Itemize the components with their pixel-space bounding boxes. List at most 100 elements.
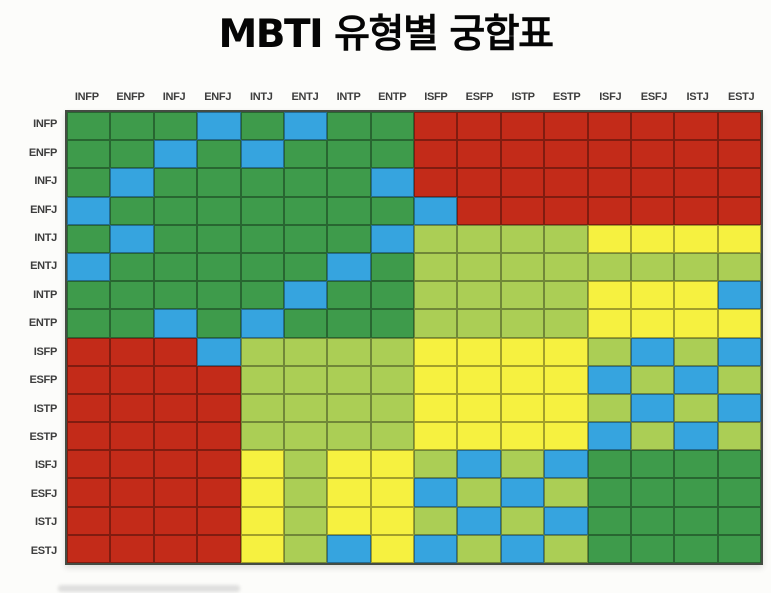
cell-intp-estj — [717, 281, 761, 310]
row-header-estj: ESTJ — [30, 544, 58, 557]
cell-infp-intj — [240, 112, 284, 141]
cell-estj-istj — [674, 534, 718, 563]
cell-esfj-intp — [327, 478, 371, 507]
cell-entj-esfj — [630, 252, 675, 282]
row-header-enfj: ENFJ — [30, 203, 57, 216]
cell-esfp-enfj — [197, 365, 241, 394]
col-header-intp: INTP — [336, 91, 361, 103]
cell-entp-istp — [500, 309, 545, 338]
cell-infj-estj — [717, 168, 761, 197]
cell-isfj-enfp — [110, 450, 154, 479]
col-header-enfp: ENFP — [116, 91, 145, 103]
cell-istp-isfp — [414, 393, 458, 423]
cell-entp-intj — [240, 309, 284, 338]
cell-infp-estp — [544, 112, 588, 141]
cell-intj-istj — [674, 224, 718, 253]
cell-esfp-isfj — [587, 365, 631, 394]
cell-entp-infp — [67, 309, 111, 338]
cell-estj-estp — [544, 534, 588, 563]
cell-enfj-estj — [717, 196, 761, 225]
cell-enfj-esfj — [630, 196, 675, 225]
cell-intp-isfp — [414, 281, 458, 310]
cell-isfp-enfp — [110, 337, 154, 366]
cell-esfj-esfp — [457, 478, 501, 507]
cell-infp-enfj — [197, 112, 241, 141]
cell-enfp-enfp — [110, 140, 154, 169]
cell-enfp-isfj — [587, 140, 631, 169]
cell-isfj-istp — [500, 450, 545, 479]
cell-enfp-entp — [370, 140, 414, 169]
cell-intp-esfp — [457, 281, 501, 310]
cell-esfp-entj — [283, 365, 328, 394]
cell-intj-entj — [283, 224, 328, 253]
cell-entp-intp — [327, 309, 371, 338]
cell-enfj-infp — [67, 196, 111, 225]
cell-esfj-istp — [500, 478, 545, 507]
cell-istj-infp — [67, 506, 111, 535]
cell-isfj-intj — [240, 450, 284, 479]
cell-entp-enfj — [197, 309, 241, 338]
cell-istp-istp — [500, 393, 545, 423]
cell-esfj-intj — [240, 478, 284, 507]
cell-isfp-isfp — [414, 337, 458, 366]
cell-istp-esfp — [457, 393, 501, 423]
cell-estp-estj — [717, 422, 761, 451]
cell-isfp-estj — [717, 337, 761, 366]
cell-isfj-estp — [544, 450, 588, 479]
cell-isfp-esfp — [457, 337, 501, 366]
cell-entj-estj — [717, 252, 761, 282]
cell-enfj-isfj — [587, 196, 631, 225]
cell-intp-istp — [500, 281, 545, 310]
row-header-istj: ISTJ — [34, 516, 57, 529]
col-header-isfj: ISFJ — [599, 91, 622, 103]
cell-estp-intp — [327, 422, 371, 451]
cell-estp-esfj — [630, 422, 675, 451]
cell-entp-entp — [370, 309, 414, 338]
cell-enfj-isfp — [414, 196, 458, 225]
cell-istp-intj — [240, 393, 284, 423]
cell-entj-istj — [674, 252, 718, 282]
row-header-enfp: ENFP — [28, 146, 57, 159]
cell-enfp-isfp — [414, 140, 458, 169]
cell-istp-isfj — [587, 393, 631, 423]
cell-esfj-infp — [67, 478, 111, 507]
row-header-esfj: ESFJ — [30, 487, 58, 500]
cell-estp-entp — [370, 422, 414, 451]
cell-isfp-infp — [67, 337, 111, 366]
cell-infj-infp — [67, 168, 111, 197]
cell-infp-estj — [717, 112, 761, 141]
cell-istj-esfp — [457, 506, 501, 535]
cell-entp-isfj — [587, 309, 631, 338]
cell-infp-isfj — [587, 112, 631, 141]
cell-isfp-esfj — [630, 337, 675, 366]
cell-estp-estp — [544, 422, 588, 451]
cell-isfj-istj — [674, 450, 718, 479]
cell-estj-estj — [717, 534, 761, 563]
cell-isfj-entp — [370, 450, 414, 479]
cell-estj-intp — [327, 534, 371, 563]
cell-entj-esfp — [457, 252, 501, 282]
row-header-istp: ISTP — [33, 402, 58, 415]
cell-entp-estp — [544, 309, 588, 338]
cell-entp-esfj — [630, 309, 675, 338]
cell-infj-esfj — [630, 168, 675, 197]
cell-istp-istj — [674, 393, 718, 423]
cell-infp-isfp — [414, 112, 458, 141]
cell-estj-enfp — [110, 534, 154, 563]
row-header-intj: INTJ — [34, 231, 57, 244]
cell-esfp-isfp — [414, 365, 458, 394]
cell-infj-intj — [240, 168, 284, 197]
cell-isfp-entp — [370, 337, 414, 366]
cell-enfj-estp — [544, 196, 588, 225]
cell-infp-enfp — [110, 112, 154, 141]
cell-infp-esfp — [457, 112, 501, 141]
cell-entp-estj — [717, 309, 761, 338]
cell-isfj-infj — [153, 450, 198, 479]
cell-estp-enfj — [197, 422, 241, 451]
cell-enfp-istp — [500, 140, 545, 169]
cell-infj-istj — [674, 168, 718, 197]
cell-intp-intj — [240, 281, 284, 310]
cell-entp-istj — [674, 309, 718, 338]
cell-isfj-isfp — [414, 450, 458, 479]
cell-intp-intp — [327, 281, 371, 310]
